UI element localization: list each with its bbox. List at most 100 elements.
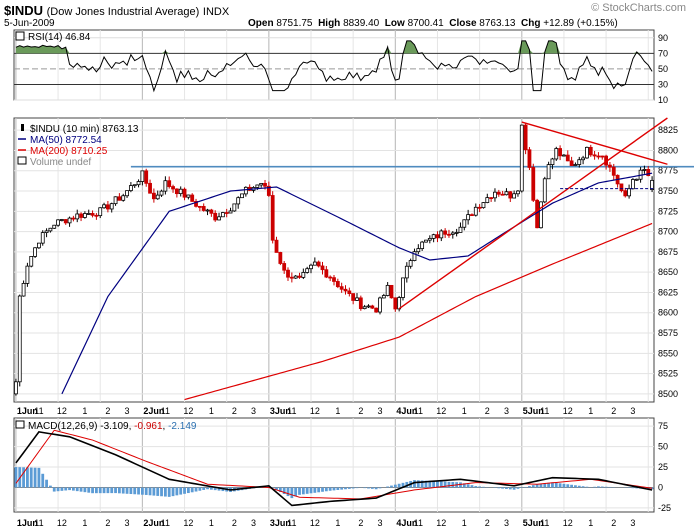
price-candle — [243, 186, 248, 195]
price-candle — [159, 190, 164, 196]
price-candle — [542, 178, 547, 203]
macd-histogram-bar — [52, 487, 56, 492]
macd-histogram-bar — [478, 486, 482, 488]
macd-histogram-bar — [160, 487, 163, 497]
macd-histogram-bar — [33, 467, 37, 488]
macd-histogram-bar — [351, 487, 355, 489]
macd-histogram-bar — [183, 487, 186, 494]
macd-histogram-bar — [597, 486, 600, 488]
macd-histogram-bar — [190, 487, 194, 493]
x-time-label: 12 — [183, 406, 193, 416]
price-candle — [201, 206, 206, 211]
macd-histogram-bar — [443, 481, 447, 488]
rsi-tick-label: 30 — [658, 79, 668, 89]
price-panel — [13, 117, 655, 403]
price-tick-label: 8800 — [658, 145, 678, 155]
close-label: Close — [449, 18, 477, 29]
macd-histogram-bar — [179, 487, 183, 495]
price-candle — [155, 194, 160, 200]
x-time-label: 2 — [105, 406, 110, 416]
price-candle — [554, 148, 559, 160]
x-time-label: 12 — [563, 518, 573, 528]
price-candle — [577, 159, 582, 165]
price-candle — [37, 242, 41, 249]
macd-histogram-bar — [278, 487, 282, 492]
price-candle — [163, 180, 168, 192]
x-time-label: 12 — [436, 406, 446, 416]
price-candle — [232, 203, 237, 212]
price-candle — [240, 193, 244, 199]
price-tick-label: 8550 — [658, 348, 678, 358]
price-candle — [328, 276, 333, 279]
macd-histogram-bar — [22, 467, 25, 488]
price-candle — [504, 191, 509, 196]
price-candle — [98, 207, 103, 217]
price-legend-swatch — [17, 156, 27, 165]
low-value: 8700.41 — [407, 18, 444, 29]
price-candle — [148, 182, 152, 194]
macd-histogram-bar — [650, 487, 654, 490]
price-candle — [489, 197, 494, 200]
macd-histogram-bar — [49, 485, 52, 488]
price-candle — [496, 191, 501, 195]
symbol-description: (Dow Jones Industrial Average) — [46, 6, 200, 18]
price-candle — [362, 306, 367, 310]
x-time-label: 2 — [232, 406, 237, 416]
x-time-label: 11 — [540, 406, 549, 416]
macd-histogram-bar — [470, 485, 474, 488]
macd-histogram-bar — [535, 484, 539, 488]
macd-signal-line — [15, 429, 653, 500]
macd-histogram-bar — [447, 481, 451, 488]
price-candle — [634, 178, 639, 181]
price-legend-ma50: MA(50) 8772.54 — [30, 135, 102, 146]
macd-histogram-bar — [198, 487, 202, 491]
macd-histogram-bar — [202, 487, 206, 490]
macd-histogram-bar — [413, 480, 416, 488]
macd-histogram-bar — [144, 487, 148, 495]
price-candle — [585, 146, 589, 159]
macd-histogram-bar — [581, 486, 585, 488]
macd-legend-part: -2.149 — [168, 421, 197, 432]
price-legend-ma200: MA(200) 8710.25 — [30, 146, 108, 157]
macd-histogram-bar — [497, 487, 501, 489]
x-time-label: 3 — [377, 406, 382, 416]
x-day-label: 1Jun — [17, 518, 38, 528]
x-time-label: 11 — [34, 518, 43, 528]
price-candle — [324, 269, 329, 278]
price-candle — [608, 164, 612, 168]
price-candle — [79, 213, 83, 218]
macd-histogram-bar — [524, 486, 528, 488]
price-candle — [102, 204, 106, 209]
macd-histogram-bar — [393, 484, 397, 488]
ma50-line — [61, 172, 653, 395]
price-candle — [493, 191, 497, 199]
macd-histogram-bar — [577, 485, 581, 488]
price-candle — [320, 265, 325, 271]
x-time-label: 2 — [611, 518, 616, 528]
x-time-label: 3 — [251, 406, 256, 416]
price-candle — [458, 226, 463, 233]
x-time-label: 2 — [611, 406, 616, 416]
x-time-label: 11 — [161, 518, 170, 528]
price-candle — [470, 214, 474, 217]
price-candle — [209, 209, 214, 214]
macd-histogram-bar — [539, 483, 543, 488]
price-legend-swatch — [21, 124, 24, 131]
close-value: 8763.13 — [479, 18, 516, 29]
price-candle — [420, 241, 425, 250]
macd-histogram-bar — [106, 487, 110, 494]
price-candle — [600, 155, 605, 158]
price-candle — [266, 185, 271, 196]
macd-histogram-bar — [508, 487, 512, 490]
macd-legend-swatch — [15, 420, 25, 429]
price-candle — [213, 212, 218, 221]
price-candle — [385, 284, 390, 296]
rsi-legend: RSI(14) 46.84 — [28, 32, 91, 43]
macd-histogram-bar — [294, 487, 298, 497]
macd-histogram-bar — [148, 487, 152, 496]
price-candle — [531, 167, 536, 201]
price-candle — [190, 194, 195, 202]
price-tick-label: 8825 — [658, 125, 678, 135]
price-candle — [416, 248, 421, 253]
